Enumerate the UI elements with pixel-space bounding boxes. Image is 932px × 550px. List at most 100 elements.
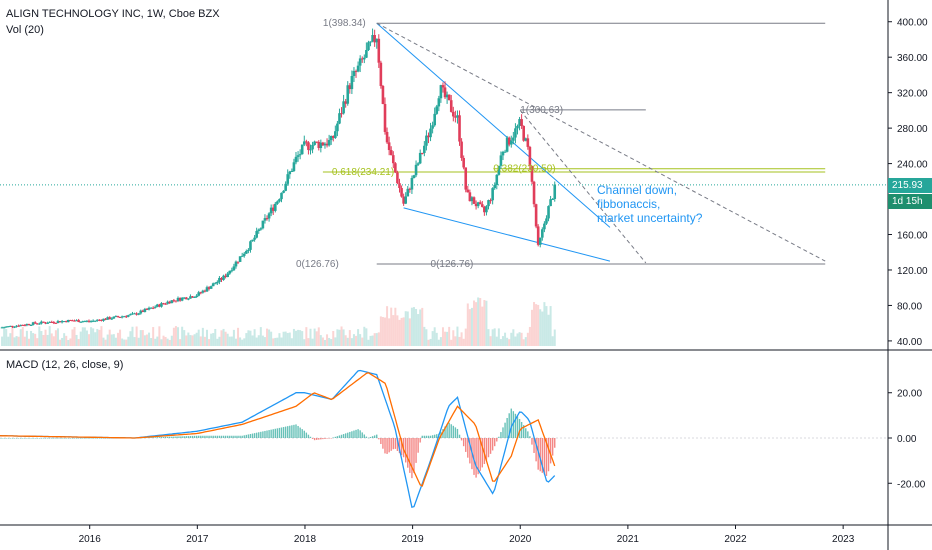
macd-histogram-bar: [237, 435, 239, 438]
macd-histogram-bar: [539, 438, 541, 472]
candle-body: [340, 113, 343, 115]
volume-bar: [172, 327, 175, 346]
volume-bar: [56, 328, 59, 346]
macd-histogram-bar: [549, 438, 552, 464]
channel-lower-line: [403, 207, 611, 262]
macd-histogram-bar: [231, 435, 233, 438]
candle-body: [187, 298, 190, 300]
candle-body: [116, 316, 120, 318]
volume-bar: [123, 339, 126, 346]
macd-histogram-bar: [55, 438, 57, 439]
volume-bar: [508, 339, 511, 346]
macd-histogram-bar: [22, 438, 24, 439]
candle-body: [294, 156, 298, 163]
volume-bar: [83, 327, 86, 346]
candle-body: [458, 115, 461, 142]
candle-body: [271, 207, 275, 211]
macd-histogram-bar: [92, 438, 94, 439]
candle-body: [104, 318, 107, 320]
volume-bar: [71, 329, 74, 346]
volume-bar: [454, 336, 457, 346]
volume-bar: [137, 337, 140, 346]
macd-histogram-bar: [289, 425, 291, 438]
candle-body: [331, 135, 335, 138]
macd-histogram-bar: [365, 436, 368, 438]
macd-histogram-bar: [9, 438, 12, 439]
macd-histogram-bar: [46, 438, 49, 439]
macd-histogram-bar: [315, 438, 318, 440]
candle-body: [156, 304, 159, 307]
volume-bar: [36, 338, 39, 346]
volume-bar: [224, 331, 227, 346]
candle-body: [505, 137, 509, 152]
candle-body: [110, 318, 114, 320]
candle-body: [114, 316, 118, 318]
macd-histogram-bar: [67, 438, 70, 439]
volume-bar: [179, 339, 182, 346]
candle-body: [197, 292, 201, 296]
volume-bar: [518, 332, 521, 346]
volume-bar: [98, 329, 101, 346]
candle-body: [425, 135, 428, 146]
volume-bars: [1, 297, 556, 346]
volume-bar: [290, 338, 293, 346]
candle-body: [184, 297, 188, 300]
macd-histogram-bar: [508, 413, 510, 438]
macd-histogram-bar: [82, 438, 84, 439]
macd-tick-label: -20.00: [897, 479, 926, 490]
candle-body: [431, 125, 434, 129]
volume-bar: [355, 335, 358, 346]
macd-histogram-bar: [73, 438, 76, 439]
candle-body: [309, 149, 312, 151]
macd-histogram-bar: [164, 436, 167, 438]
candle-body: [230, 270, 234, 272]
price-tick-label: 40.00: [897, 337, 922, 348]
volume-bar: [357, 329, 360, 346]
candle-body: [389, 150, 393, 156]
macd-histogram-bar: [342, 434, 345, 438]
volume-bar: [332, 331, 335, 346]
macd-histogram-bar: [212, 435, 214, 438]
candle-body: [317, 141, 321, 149]
macd-histogram-bar: [80, 438, 82, 439]
volume-bar: [553, 329, 556, 346]
macd-histogram-bar: [444, 426, 446, 438]
candle-body: [321, 142, 325, 146]
macd-histogram-bar: [260, 431, 262, 438]
volume-bar: [42, 334, 45, 346]
candle-body: [296, 155, 300, 157]
macd-histogram-bar: [382, 438, 384, 449]
candle-body: [365, 50, 368, 58]
candle-body: [211, 283, 215, 287]
candle-body: [35, 323, 39, 325]
macd-histogram-bar: [34, 438, 36, 439]
volume-bar: [75, 334, 78, 346]
volume-bar: [427, 339, 430, 346]
volume-bar: [313, 328, 316, 346]
macd-histogram-bar: [276, 428, 279, 438]
fib-labels: 1(398.34) 1(300.63) 0.382(230.50) 0.618(234…: [296, 18, 563, 270]
volume-bar: [199, 336, 202, 346]
candle-body: [307, 142, 310, 150]
volume-bar: [458, 336, 461, 346]
candle-body: [108, 317, 112, 320]
macd-histogram-bar: [200, 435, 202, 438]
macd-histogram-bar: [169, 436, 171, 438]
macd-histogram-bar: [36, 438, 38, 439]
volume-bar: [152, 327, 155, 346]
volume-bar: [156, 336, 159, 346]
fib-level-label: 1(300.63): [520, 105, 563, 116]
volume-bar: [501, 336, 504, 346]
candle-body: [249, 241, 252, 250]
macd-histogram-bar: [214, 435, 216, 438]
volume-bar: [203, 336, 206, 346]
macd-histogram-bar: [332, 437, 334, 439]
volume-bar: [237, 327, 240, 346]
macd-histogram-bar: [303, 430, 305, 438]
macd-histogram-bar: [334, 436, 337, 438]
volume-bar: [381, 317, 384, 346]
year-tick-label: 2016: [79, 534, 102, 545]
volume-bar: [135, 326, 138, 346]
macd-histogram-bar: [448, 422, 450, 438]
